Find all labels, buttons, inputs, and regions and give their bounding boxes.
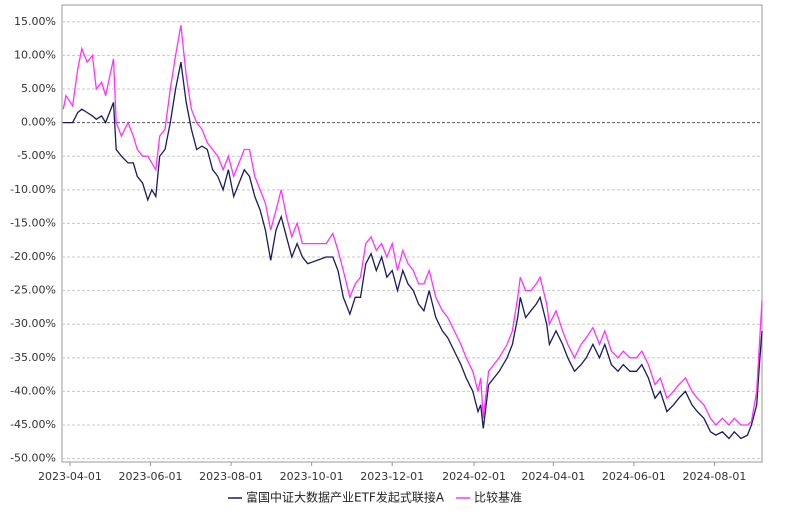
x-tick-label: 2024-02-01 [442,470,506,483]
plot-frame [61,4,763,463]
y-tick-label: -20.00% [10,250,56,263]
x-tick-label: 2023-10-01 [280,470,344,483]
y-tick-label: 0.00% [21,116,56,129]
y-tick-label: -25.00% [10,284,56,297]
y-tick-label: -45.00% [10,418,56,431]
x-tick-label: 2024-04-01 [521,470,585,483]
y-tick-label: -10.00% [10,183,56,196]
series-line [62,25,763,426]
y-tick-label: -40.00% [10,384,56,397]
y-tick-label: -50.00% [10,452,56,465]
x-tick-label: 2023-12-01 [360,470,424,483]
x-tick-label: 2024-08-01 [682,470,746,483]
x-tick-label: 2024-06-01 [602,470,666,483]
legend-label: 比较基准 [474,490,522,505]
x-tick-label: 2023-06-01 [119,470,183,483]
y-tick-label: 15.00% [14,15,56,28]
series-line [63,61,763,440]
y-tick-label: -30.00% [10,317,56,330]
legend: 富国中证大数据产业ETF发起式联接A 比较基准 [228,490,522,505]
x-tick-label: 2023-04-01 [38,470,102,483]
y-tick-label: -5.00% [17,149,56,162]
legend-label: 富国中证大数据产业ETF发起式联接A [246,490,445,505]
x-tick-label: 2023-08-01 [199,470,263,483]
y-tick-label: 10.00% [14,48,56,61]
y-tick-label: -15.00% [10,216,56,229]
y-tick-label: 5.00% [21,82,56,95]
y-tick-label: -35.00% [10,351,56,364]
